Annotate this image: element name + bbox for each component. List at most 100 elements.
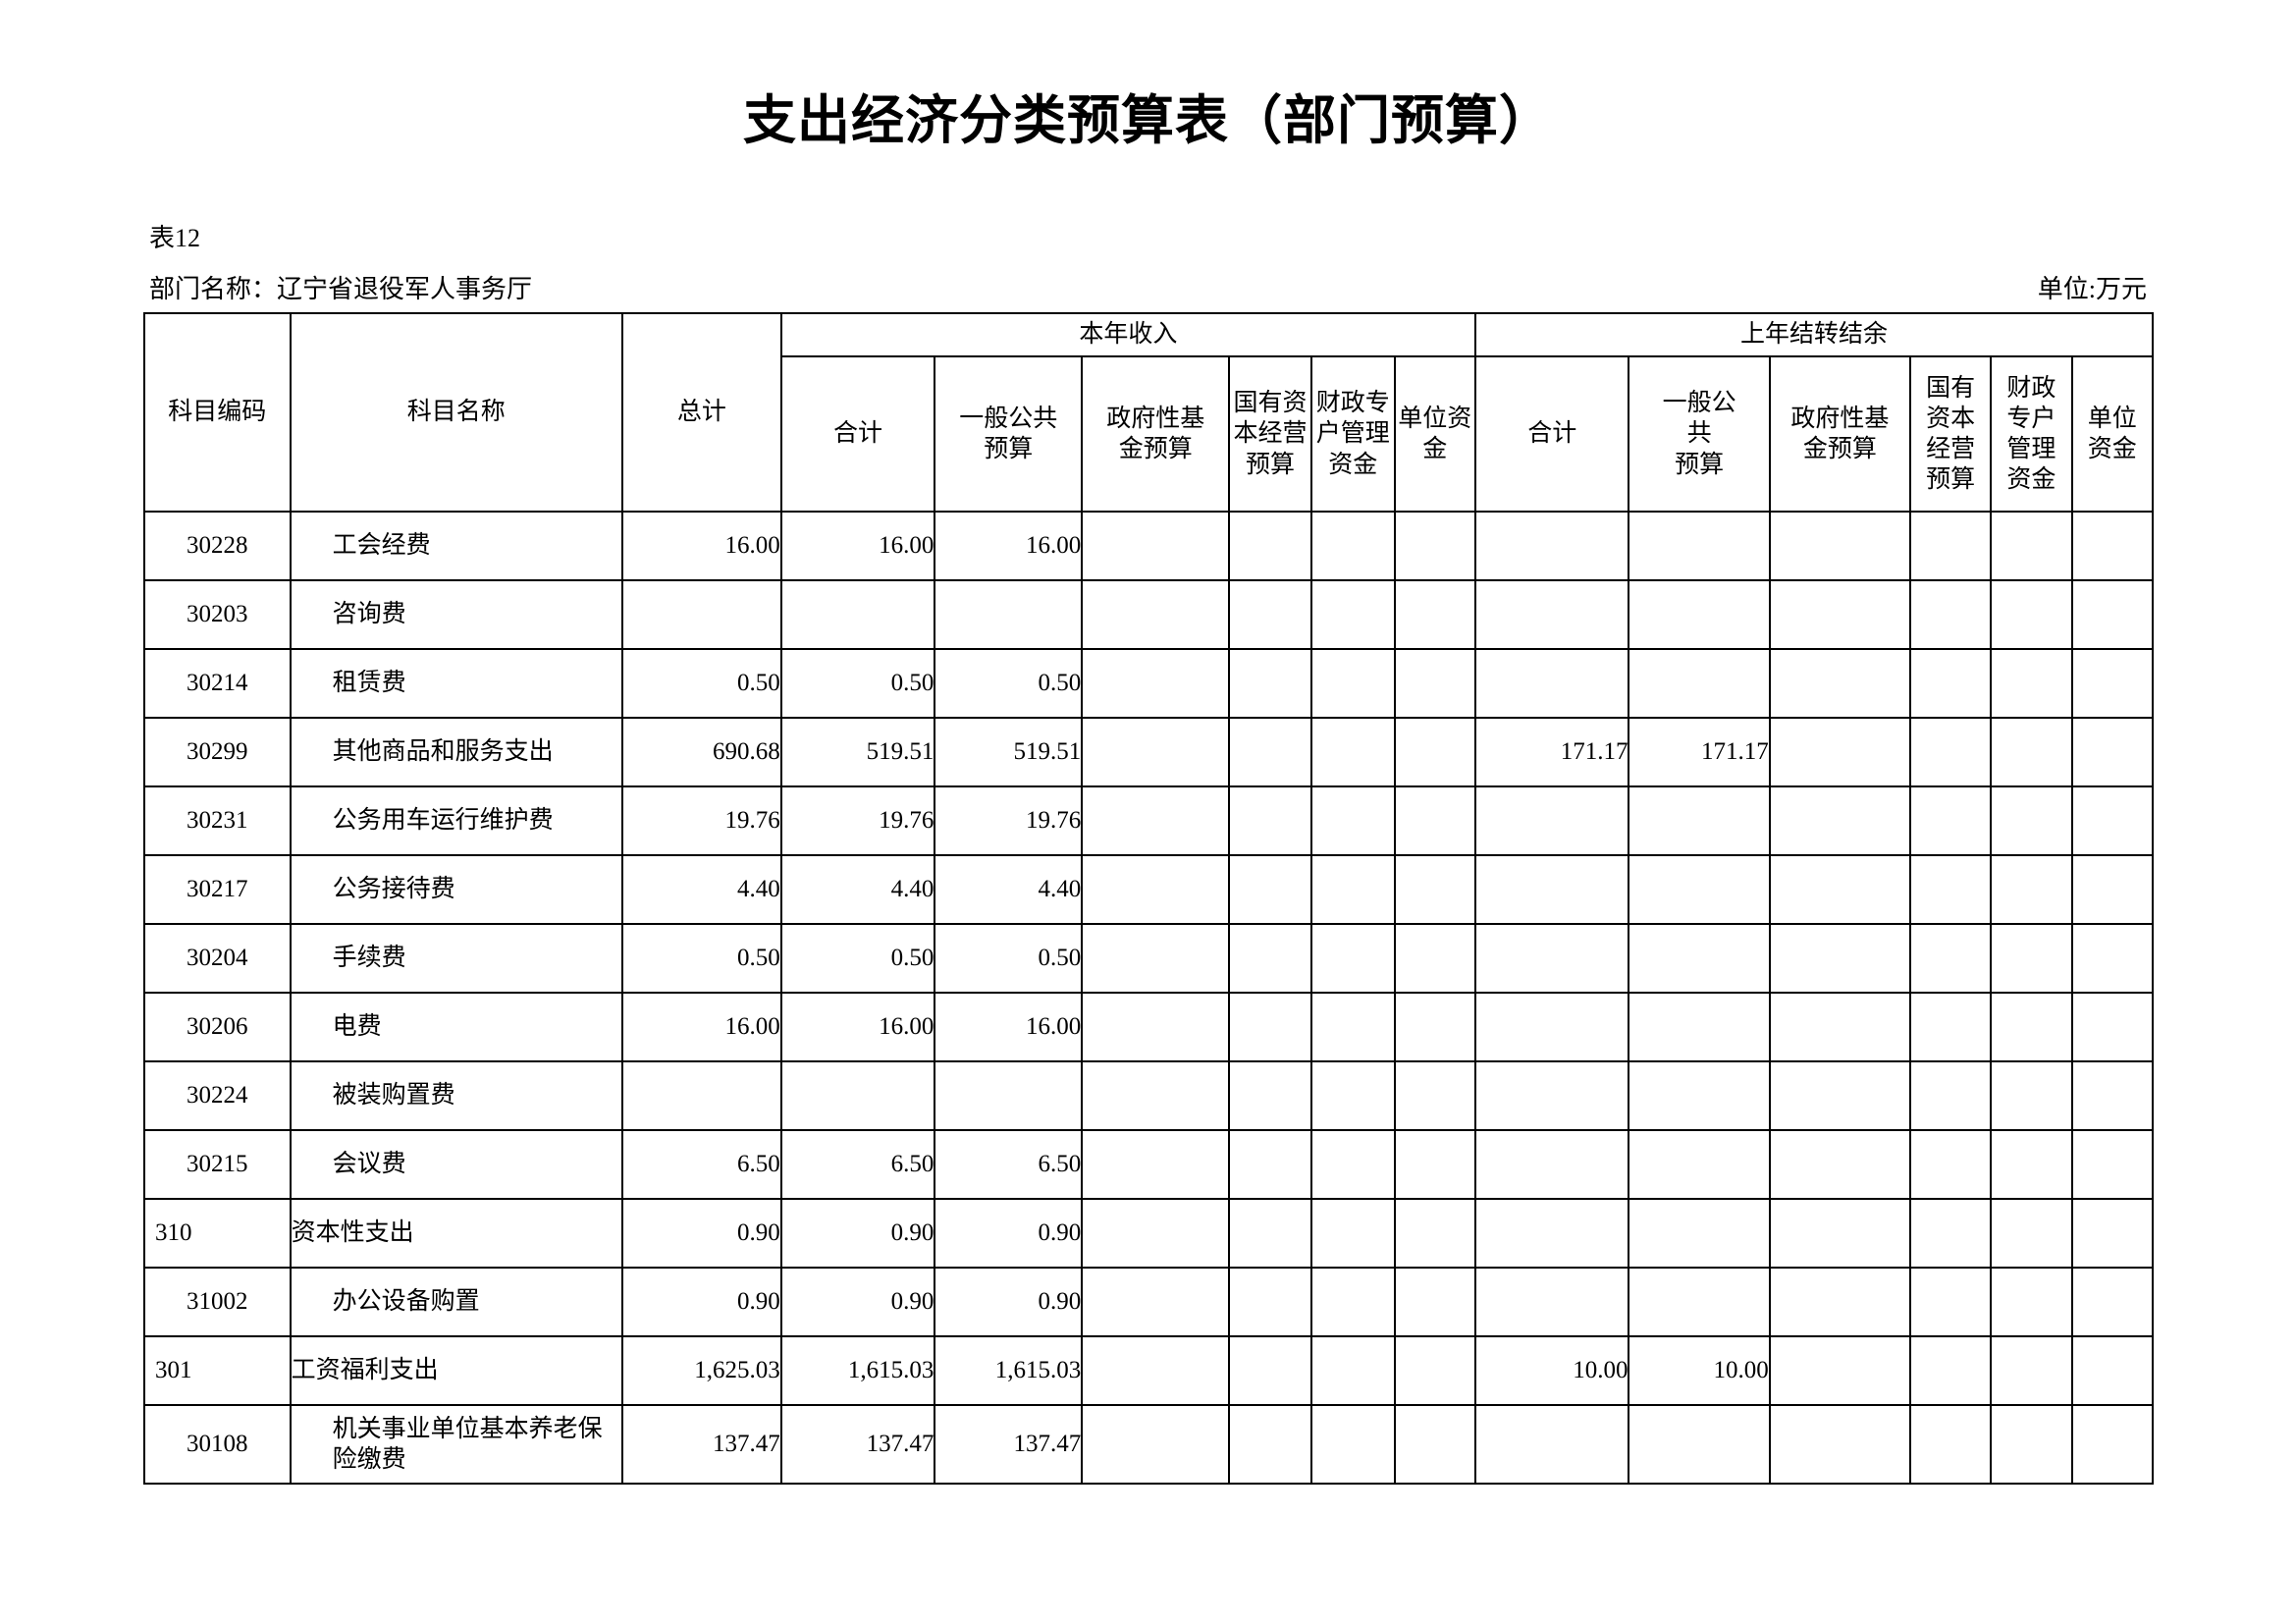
- cell-cy-general: 6.50: [934, 1129, 1084, 1200]
- cell-subject-name: 工资福利支出: [289, 1335, 623, 1406]
- cell-cy-general: [934, 579, 1084, 650]
- cell-cy-subtotal: 0.90: [779, 1267, 936, 1337]
- cell-subject-code: 30204: [143, 923, 292, 994]
- cell-ly-soe: [1909, 579, 1993, 650]
- cell-cy-subtotal: 519.51: [779, 717, 936, 787]
- col-header-cy-special: 财政专 户管理 资金: [1309, 355, 1396, 513]
- cell-ly-general: [1628, 1404, 1771, 1485]
- table-row: 30224 被装购置费: [143, 1060, 2155, 1131]
- cell-cy-fund: [1081, 992, 1231, 1062]
- cell-cy-unit: [1393, 1060, 1476, 1131]
- cell-cy-special: [1309, 1335, 1396, 1406]
- col-header-cy-soe: 国有资 本经营 预算: [1228, 355, 1312, 513]
- cell-cy-general: 1,615.03: [934, 1335, 1084, 1406]
- cell-ly-general: [1628, 511, 1771, 581]
- cell-ly-special: [1990, 854, 2073, 925]
- cell-ly-soe: [1909, 1335, 1993, 1406]
- col-header-ly-unit: 单位 资金: [2070, 355, 2155, 513]
- cell-subject-code: 30228: [143, 511, 292, 581]
- table-row: 31002 办公设备购置 0.90 0.90 0.90: [143, 1267, 2155, 1337]
- cell-cy-special: [1309, 1198, 1396, 1269]
- cell-cy-special: [1309, 1129, 1396, 1200]
- cell-total: 137.47: [620, 1404, 782, 1485]
- cell-ly-subtotal: [1473, 992, 1630, 1062]
- col-header-cy-subtotal: 合计: [779, 355, 936, 513]
- col-header-ly-subtotal: 合计: [1473, 355, 1630, 513]
- table-row: 30231 公务用车运行维护费 19.76 19.76 19.76: [143, 785, 2155, 856]
- cell-ly-subtotal: [1473, 511, 1630, 581]
- table-row: 30299 其他商品和服务支出 690.68 519.51 519.51 171.17 17…: [143, 717, 2155, 787]
- cell-subject-code: 30217: [143, 854, 292, 925]
- cell-subject-code: 30206: [143, 992, 292, 1062]
- col-header-total: 总计: [620, 312, 782, 513]
- table-body: 30228 工会经费 16.00 16.00 16.00 30203 咨询费 30214 租赁费…: [143, 511, 2155, 1485]
- cell-cy-general: 0.50: [934, 648, 1084, 719]
- budget-table: 科目编码 科目名称 总计 本年收入 上年结转结余 合计 一般公共 预算 政府性基金…: [143, 312, 2155, 1485]
- cell-cy-unit: [1393, 854, 1476, 925]
- table-row: 30108 机关事业单位基本养老保险缴费 137.47 137.47 137.47: [143, 1404, 2155, 1485]
- cell-cy-unit: [1393, 1129, 1476, 1200]
- cell-ly-subtotal: [1473, 1267, 1630, 1337]
- cell-cy-fund: [1081, 511, 1231, 581]
- table-row: 30214 租赁费 0.50 0.50 0.50: [143, 648, 2155, 719]
- cell-cy-subtotal: 1,615.03: [779, 1335, 936, 1406]
- table-row: 30203 咨询费: [143, 579, 2155, 650]
- cell-cy-general: 519.51: [934, 717, 1084, 787]
- cell-total: 0.50: [620, 923, 782, 994]
- cell-cy-subtotal: 137.47: [779, 1404, 936, 1485]
- cell-ly-unit: [2070, 1198, 2155, 1269]
- cell-cy-general: 16.00: [934, 992, 1084, 1062]
- department-name: 部门名称：辽宁省退役军人事务厅: [149, 275, 533, 303]
- cell-ly-unit: [2070, 579, 2155, 650]
- cell-ly-special: [1990, 648, 2073, 719]
- cell-cy-special: [1309, 923, 1396, 994]
- cell-subject-code: 301: [143, 1335, 292, 1406]
- cell-cy-general: 16.00: [934, 511, 1084, 581]
- cell-cy-unit: [1393, 1404, 1476, 1485]
- cell-ly-general: [1628, 992, 1771, 1062]
- cell-ly-special: [1990, 579, 2073, 650]
- cell-ly-general: [1628, 854, 1771, 925]
- cell-subject-code: 30214: [143, 648, 292, 719]
- table-row: 30217 公务接待费 4.40 4.40 4.40: [143, 854, 2155, 925]
- cell-cy-soe: [1228, 579, 1312, 650]
- cell-cy-special: [1309, 648, 1396, 719]
- cell-cy-subtotal: 16.00: [779, 992, 936, 1062]
- cell-cy-fund: [1081, 717, 1231, 787]
- cell-subject-code: 30224: [143, 1060, 292, 1131]
- cell-ly-general: [1628, 648, 1771, 719]
- cell-ly-soe: [1909, 1267, 1993, 1337]
- cell-ly-soe: [1909, 785, 1993, 856]
- cell-ly-fund: [1768, 854, 1912, 925]
- col-header-ly-fund: 政府性基 金预算: [1768, 355, 1912, 513]
- cell-ly-soe: [1909, 511, 1993, 581]
- cell-subject-code: 30108: [143, 1404, 292, 1485]
- cell-cy-general: 137.47: [934, 1404, 1084, 1485]
- table-row: 301 工资福利支出 1,625.03 1,615.03 1,615.03 10.00 10…: [143, 1335, 2155, 1406]
- cell-ly-soe: [1909, 992, 1993, 1062]
- cell-cy-soe: [1228, 1335, 1312, 1406]
- cell-cy-general: 0.90: [934, 1198, 1084, 1269]
- cell-subject-name: 手续费: [289, 923, 623, 994]
- cell-total: 0.90: [620, 1267, 782, 1337]
- cell-ly-unit: [2070, 511, 2155, 581]
- cell-ly-fund: [1768, 1198, 1912, 1269]
- cell-subject-name: 电费: [289, 992, 623, 1062]
- cell-cy-soe: [1228, 1404, 1312, 1485]
- cell-cy-subtotal: [779, 579, 936, 650]
- cell-subject-code: 30215: [143, 1129, 292, 1200]
- cell-ly-fund: [1768, 648, 1912, 719]
- cell-cy-subtotal: 6.50: [779, 1129, 936, 1200]
- cell-total: 0.50: [620, 648, 782, 719]
- cell-total: 0.90: [620, 1198, 782, 1269]
- table-number: 表12: [149, 224, 201, 252]
- cell-ly-subtotal: [1473, 785, 1630, 856]
- cell-ly-fund: [1768, 992, 1912, 1062]
- cell-subject-name: 咨询费: [289, 579, 623, 650]
- cell-ly-unit: [2070, 717, 2155, 787]
- cell-subject-code: 31002: [143, 1267, 292, 1337]
- cell-ly-soe: [1909, 923, 1993, 994]
- cell-total: 16.00: [620, 992, 782, 1062]
- cell-ly-general: [1628, 1198, 1771, 1269]
- cell-total: 4.40: [620, 854, 782, 925]
